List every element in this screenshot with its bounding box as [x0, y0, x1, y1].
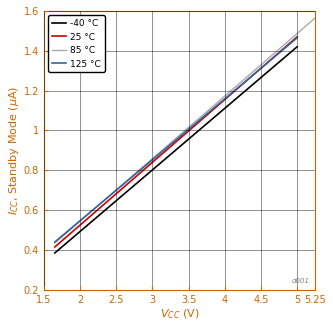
Y-axis label: $I_{CC}$, Standby Mode ($\mu$A): $I_{CC}$, Standby Mode ($\mu$A): [7, 86, 21, 215]
Legend: -40 °C, 25 °C, 85 °C, 125 °C: -40 °C, 25 °C, 85 °C, 125 °C: [49, 15, 105, 72]
Text: d001: d001: [292, 278, 310, 284]
X-axis label: $V_{CC}$ (V): $V_{CC}$ (V): [160, 307, 199, 321]
